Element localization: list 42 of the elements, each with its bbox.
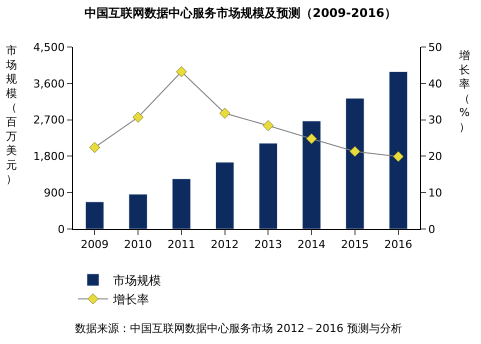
chart-title: 中国互联网数据中心服务市场规模及预测（2009-2016）: [84, 6, 396, 20]
text: 市场规模（百万美元）: [6, 44, 17, 186]
x-tick-label: 2011: [167, 238, 196, 252]
y2-tick-label: 50: [428, 40, 442, 54]
point: [306, 133, 318, 144]
y-tick-label: 3,600: [33, 77, 65, 90]
y-tick-label: 0: [58, 222, 65, 236]
y2-tick-label: 40: [428, 77, 442, 90]
x-tick-label: 2016: [384, 238, 412, 252]
bar: [128, 194, 148, 229]
x-tick-label: 2009: [80, 238, 109, 252]
legend-label: 增长率: [112, 292, 149, 307]
bar: [85, 202, 104, 229]
x-tick-label: 2010: [124, 238, 152, 252]
point: [392, 151, 404, 162]
y2-tick-label: 0: [428, 222, 436, 236]
point: [89, 142, 100, 153]
bar: [215, 162, 234, 229]
x-tick-label: 2012: [210, 238, 239, 252]
y-tick-label: 4,500: [33, 40, 65, 54]
legend-label: 市场规模: [113, 274, 161, 288]
x-tick-label: 2014: [298, 238, 326, 252]
x-tick-label: 2013: [254, 238, 282, 252]
point: [262, 120, 274, 132]
bar: [346, 98, 364, 229]
y2-tick-label: 30: [428, 114, 442, 127]
y-tick-label: 2,700: [33, 114, 65, 127]
bar: [172, 178, 191, 229]
bar: [258, 143, 278, 229]
point: [132, 112, 144, 123]
bar: [388, 71, 408, 229]
source-note: 数据来源：中国互联网数据中心服务市场 2012－2016 预测与分析: [75, 322, 402, 335]
y-tick-label: 1,800: [33, 150, 65, 164]
point: [219, 108, 230, 119]
point: [176, 66, 187, 78]
x-tick-label: 2015: [340, 238, 369, 252]
y2-axis-title: 增长率（%）: [458, 49, 470, 134]
bar: [302, 120, 321, 229]
y2-tick-label: 10: [428, 186, 442, 200]
point: [349, 146, 360, 157]
y2-tick-label: 20: [428, 150, 442, 164]
y-tick-label: 900: [44, 186, 65, 200]
